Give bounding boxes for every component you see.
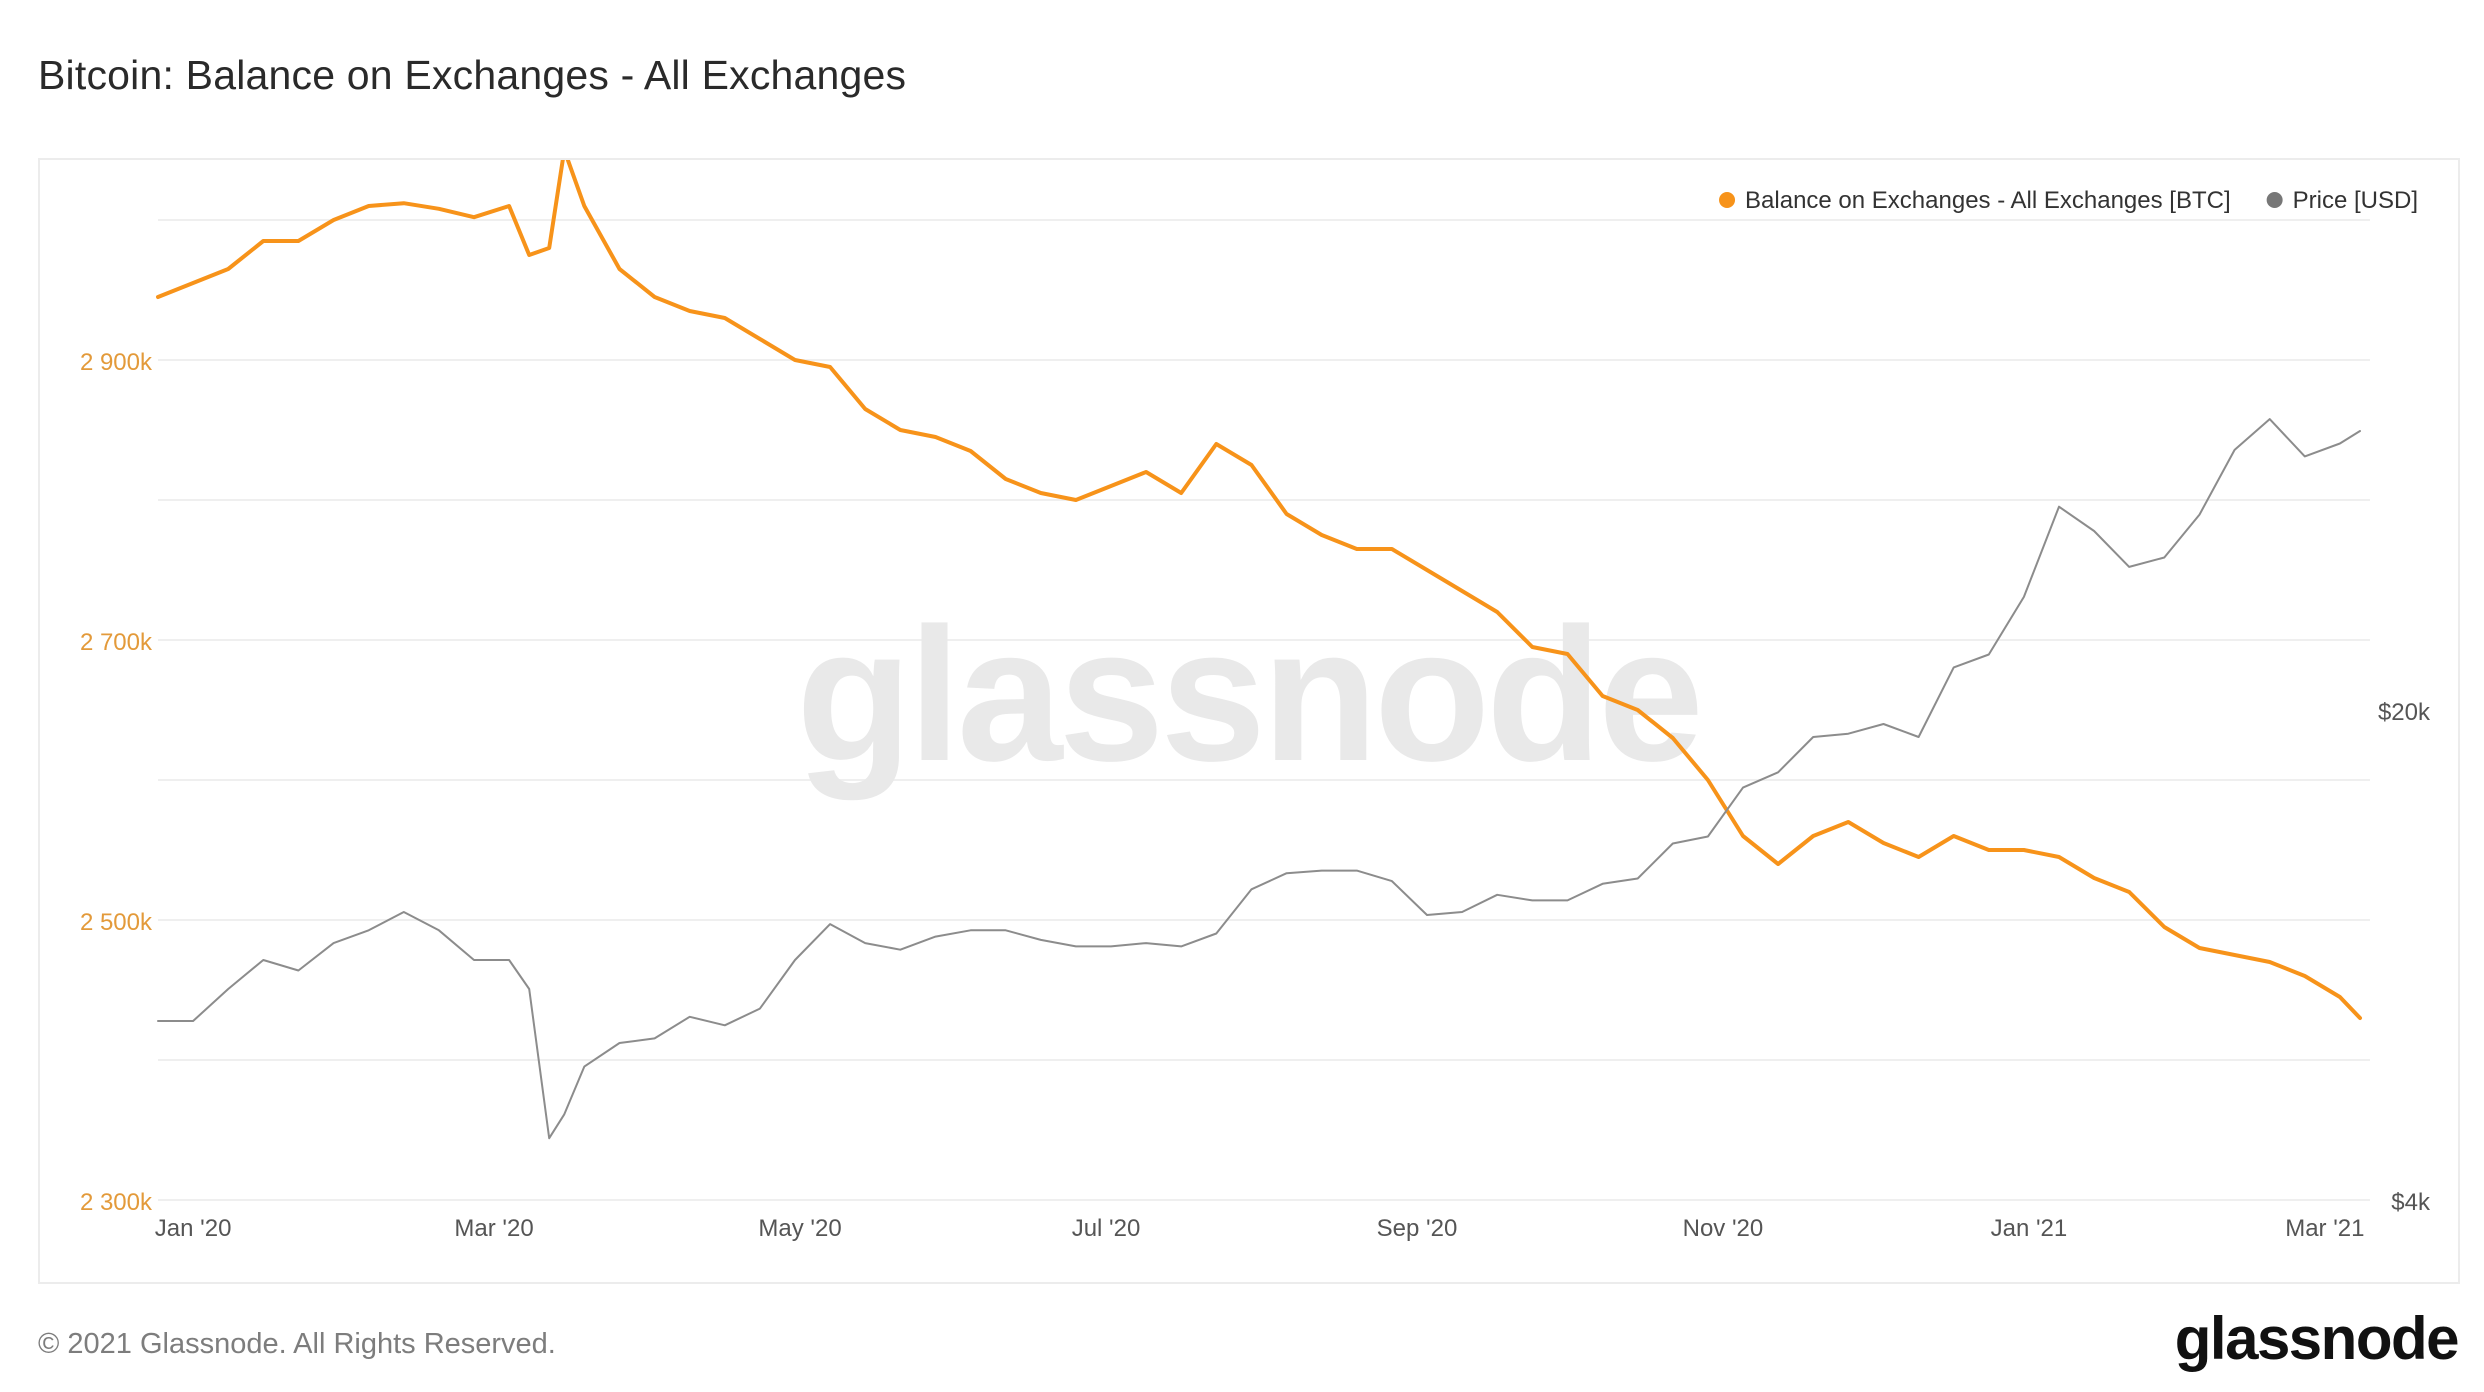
- balance-series-line: [156, 160, 2362, 1020]
- legend-dot-balance: [1719, 192, 1736, 208]
- y-right-tick-label: $20k: [2378, 699, 2431, 726]
- legend-dot-price: [2266, 192, 2283, 208]
- copyright-text: © 2021 Glassnode. All Rights Reserved.: [38, 1328, 556, 1360]
- x-tick-label: Jan '20: [155, 1215, 232, 1242]
- x-tick-label: Jan '21: [1991, 1215, 2068, 1242]
- x-tick-label: Mar '20: [454, 1215, 533, 1242]
- legend-label-price: Price [USD]: [2293, 187, 2418, 214]
- grid-layer: [158, 219, 2370, 1201]
- x-tick-label: Jul '20: [1072, 1215, 1141, 1242]
- y-left-tick-label: 2 900k: [80, 349, 153, 376]
- y-left-tick-label: 2 700k: [80, 629, 153, 656]
- x-tick-label: Nov '20: [1683, 1215, 1764, 1242]
- legend-label-balance: Balance on Exchanges - All Exchanges [BT…: [1745, 187, 2231, 214]
- y-left-tick-label: 2 300k: [80, 1189, 153, 1216]
- x-tick-label: May '20: [758, 1215, 841, 1242]
- brand-logo: glassnode: [2174, 1305, 2460, 1372]
- x-tick-label: Sep '20: [1377, 1215, 1458, 1242]
- price-series-line: [157, 418, 2361, 1140]
- axis-layer: 2 300k 2 500k 2 700k 2 900k $4k $20k Jan '20 Ma…: [80, 349, 2431, 1242]
- series-layer: [156, 160, 2362, 1140]
- y-left-tick-label: 2 500k: [80, 909, 153, 936]
- chart-panel: glassnode 2 300k 2 500k 2 700k 2 900k $4k $20…: [38, 158, 2460, 1284]
- watermark-text: glassnode: [796, 589, 1700, 801]
- x-tick-label: Mar '21: [2285, 1215, 2364, 1242]
- line-chart: glassnode 2 300k 2 500k 2 700k 2 900k $4k $20…: [80, 160, 2431, 1242]
- chart-title: Bitcoin: Balance on Exchanges - All Exch…: [38, 52, 907, 98]
- y-right-tick-label: $4k: [2391, 1189, 2431, 1216]
- legend: Price [USD] Balance on Exchanges - All Ex…: [1719, 187, 2418, 214]
